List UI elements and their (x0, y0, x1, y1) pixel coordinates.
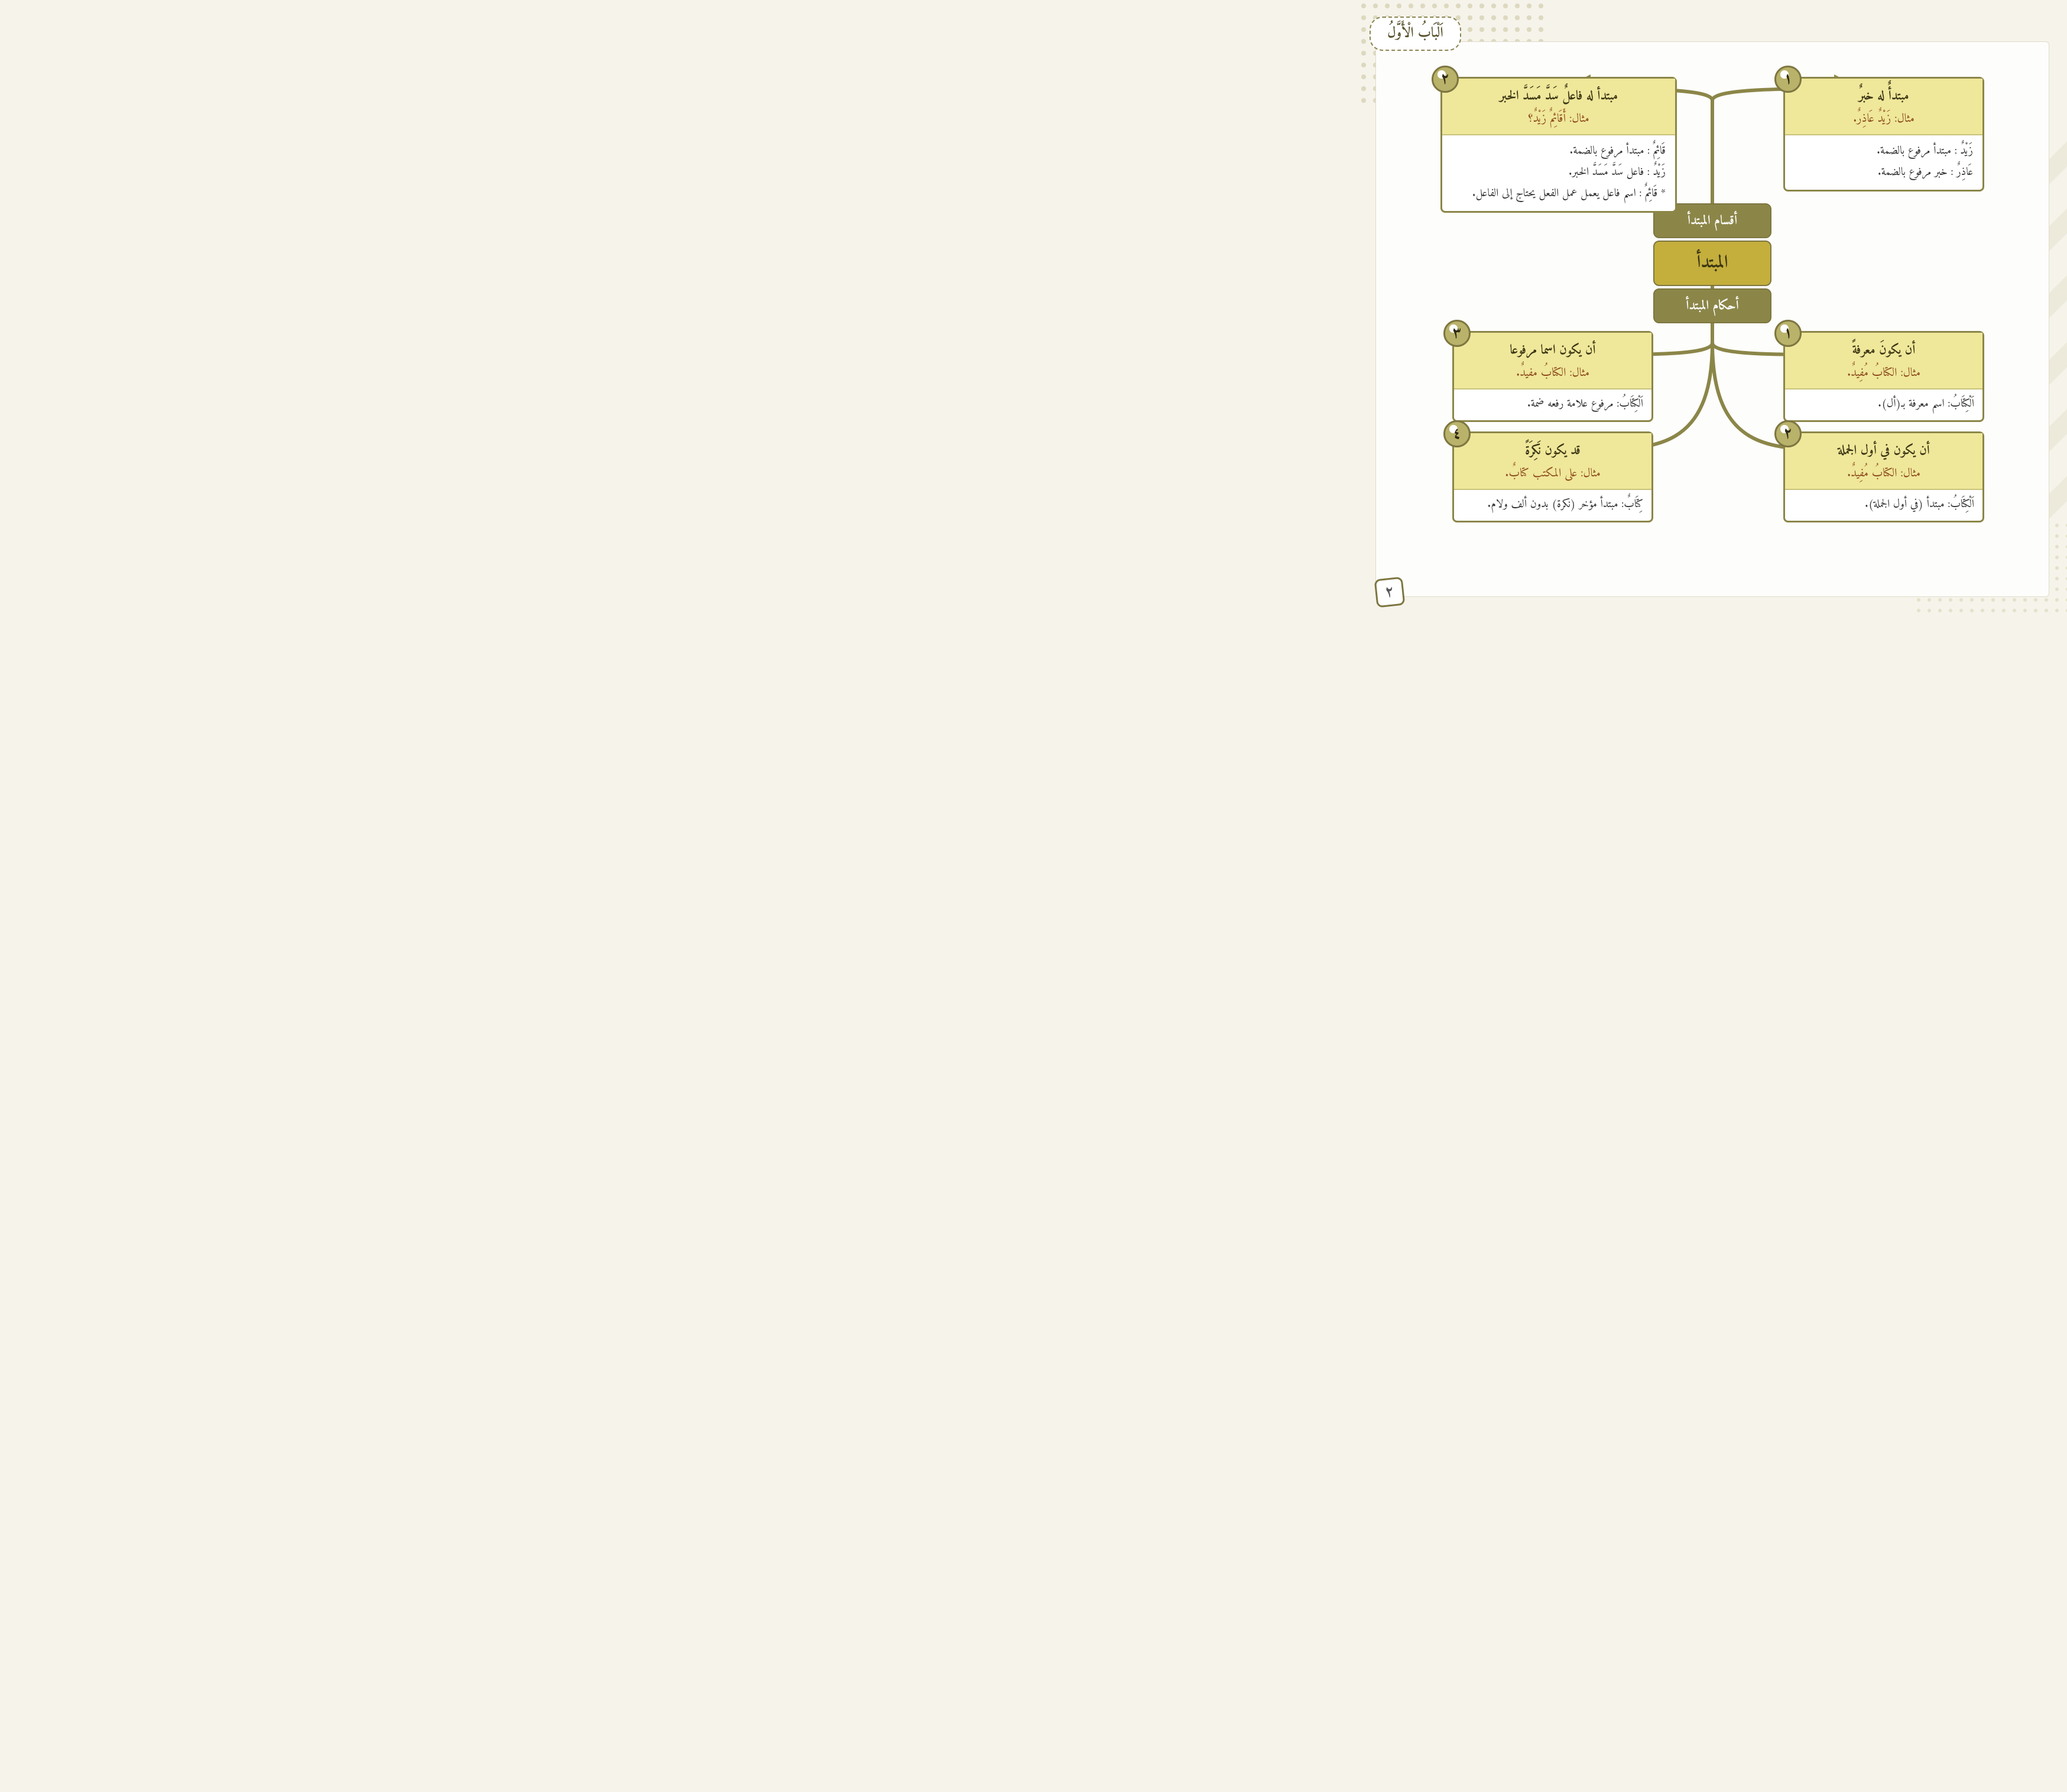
page-number: ٢ (1374, 577, 1406, 608)
badge-1: ١ (1774, 66, 1802, 93)
card-example: مثال: زَيْدٌ عَاذِرٌ. (1793, 109, 1974, 129)
parse-line: زَيْدٌ : فاعل سَدَّ مَسَدَّ الخبر. (1452, 163, 1666, 184)
card-title: مبتدأٌ له خبرٌ (1793, 85, 1974, 108)
badge-1b: ١ (1774, 320, 1802, 347)
card-note: اَلْكِتَابُ: اسم معرفة بـ(أل). (1793, 394, 1974, 415)
pill-rules: أحكام المبتدأ (1653, 288, 1771, 323)
chapter-tab: اَلْبَابُ الْأَوَّلُ (1370, 17, 1461, 51)
badge-2: ٢ (1432, 66, 1459, 93)
card-example: مثال: الكتابُ مُفِيدٌ. (1793, 463, 1974, 484)
card-title: أن يكون في أول الجملة (1793, 439, 1974, 462)
card-note: اَلْكِتَابُ: مبتدأ (في أول الجملة). (1793, 495, 1974, 516)
card-rule-2: ٢ أن يكون في أول الجملة مثال: الكتابُ مُ… (1783, 431, 1984, 522)
card-example: مثال: على المكتب كتابٌ. (1462, 463, 1643, 484)
center-stack: أقسام المبتدأ المبتدأ أحكام المبتدأ (1653, 201, 1771, 326)
card-title: أن يكونَ معرفةً (1793, 339, 1974, 362)
card-type-1: ١ مبتدأٌ له خبرٌ مثال: زَيْدٌ عَاذِرٌ. ز… (1783, 77, 1984, 191)
card-example: مثال: أَقَائِمٌ زَيْدٌ؟ (1451, 109, 1667, 129)
card-title: مبتدأ له فاعلٌ سَدَّ مَسَدَّ الخبر (1451, 85, 1667, 108)
card-rule-4: ٤ قد يكون نَكِرَةً مثال: على المكتب كتاب… (1452, 431, 1653, 522)
card-note: اَلْكِتَابُ: مرفوع علامة رفعه ضمة. (1462, 394, 1643, 415)
card-type-2: ٢ مبتدأ له فاعلٌ سَدَّ مَسَدَّ الخبر مثا… (1440, 77, 1677, 213)
card-rule-1: ١ أن يكونَ معرفةً مثال: الكتابُ مُفِيدٌ.… (1783, 331, 1984, 422)
parse-line: قَائِمٌ : مبتدأ مرفوع بالضمة. (1452, 141, 1666, 163)
badge-4: ٤ (1443, 420, 1471, 447)
card-note: كِتَابٌ: مبتدأ مؤخر (نكرة) بدون ألف ولام… (1462, 495, 1643, 516)
card-title: قد يكون نَكِرَةً (1462, 439, 1643, 462)
parse-line: عَاذِرٌ : خبر مرفوع بالضمة. (1795, 163, 1973, 184)
badge-2b: ٢ (1774, 420, 1802, 447)
card-title: أن يكون اسما مرفوعا (1462, 339, 1643, 362)
parse-line: زَيْدٌ : مبتدأ مرفوع بالضمة. (1795, 141, 1973, 163)
card-example: مثال: الكتابُ مفيدٌ. (1462, 363, 1643, 384)
card-rule-3: ٣ أن يكون اسما مرفوعا مثال: الكتابُ مفيد… (1452, 331, 1653, 422)
badge-3: ٣ (1443, 320, 1471, 347)
card-example: مثال: الكتابُ مُفِيدٌ. (1793, 363, 1974, 384)
parse-line: * قَائِمٌ : اسم فاعل يعمل عمل الفعل يحتا… (1452, 184, 1666, 205)
pill-main: المبتدأ (1653, 241, 1771, 286)
